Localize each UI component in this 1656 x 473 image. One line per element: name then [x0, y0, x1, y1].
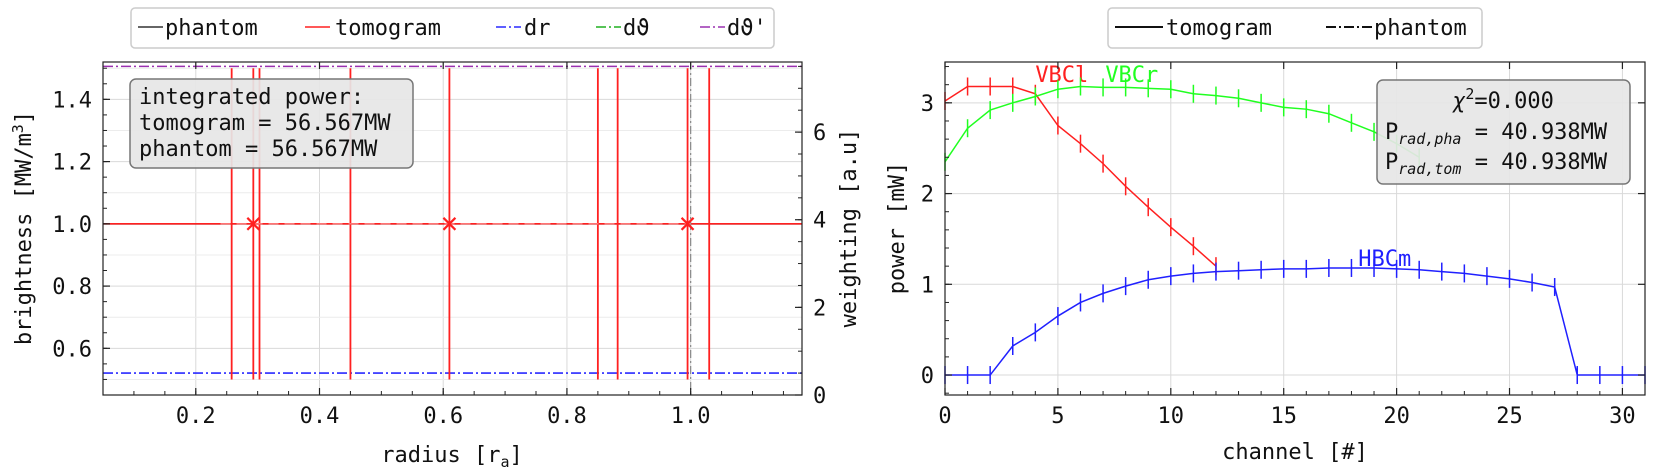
prad-tom-main: P [1385, 150, 1398, 175]
annotation-line-1: integrated power: [139, 85, 364, 110]
left-y-axis-label: brightness [MW/m3] [9, 111, 37, 345]
left-legend-label: tomogram [335, 16, 441, 41]
right-plot-frame [944, 61, 1646, 396]
right-y-tick-label: 2 [921, 183, 934, 208]
prad-pha-text: Prad,pha = 40.938MW [1385, 120, 1608, 148]
prad-tom-value: = 40.938MW [1461, 150, 1607, 175]
left-y-tick-label: 1.2 [52, 151, 92, 176]
right-series-label: VBCl [1035, 63, 1088, 88]
prad-tom-sub: rad,tom [1398, 160, 1461, 178]
left-annotation-box: integrated power: tomogram = 56.567MW ph… [129, 78, 414, 169]
right-series-line [945, 267, 1645, 376]
left-x-tick-label: 0.6 [423, 404, 463, 429]
left-x-tick-label: 1.0 [671, 404, 711, 429]
left-x-tick-label: 0.8 [547, 404, 587, 429]
left-marker-stroke [246, 217, 261, 231]
left-y-tick-label: 0.6 [52, 337, 92, 362]
prad-pha-main: P [1385, 120, 1398, 145]
left-y2-tick-label: 0 [813, 384, 826, 409]
annotation-line-3: phantom = 56.567MW [139, 137, 378, 162]
left-y-tick-label: 1.4 [52, 88, 92, 113]
left-x-axis-label-end: ] [510, 443, 523, 468]
prad-pha-sub: rad,pha [1398, 130, 1461, 148]
left-x-tick-label: 0.4 [300, 404, 340, 429]
left-y-axis-label-sup: 3 [9, 124, 27, 133]
prad-tom-text: Prad,tom = 40.938MW [1385, 150, 1608, 178]
left-x-marker [246, 217, 261, 231]
annotation-line-2: tomogram = 56.567MW [139, 111, 391, 136]
left-y2-tick-label: 4 [813, 209, 826, 234]
right-x-tick-label: 30 [1609, 404, 1636, 429]
right-series-label: VBCr [1105, 63, 1158, 88]
left-x-tick-label: 0.2 [176, 404, 216, 429]
left-ticks: 0.2 0.4 0.6 0.8 1.0 0.6 0.8 1.0 1.2 1.4 0 2 4 6 [52, 62, 826, 429]
right-ticks: 0 5 10 15 20 25 30 0 1 2 3 [921, 62, 1645, 429]
right-series-label: HBCm [1358, 247, 1411, 272]
right-legend-label: tomogram [1166, 16, 1272, 41]
left-x-axis-label-main: radius [r [381, 443, 500, 468]
right-y-tick-label: 3 [921, 92, 934, 117]
chi-box-background [1376, 79, 1631, 185]
right-legend-frame [1107, 7, 1483, 49]
chi-symbol: χ [1452, 89, 1466, 114]
left-y2-tick-label: 6 [813, 121, 826, 146]
chi-superscript: 2 [1465, 85, 1474, 103]
left-grid [103, 62, 802, 395]
right-x-tick-label: 10 [1158, 404, 1185, 429]
right-x-tick-label: 5 [1051, 404, 1064, 429]
left-y-tick-label: 1.0 [52, 213, 92, 238]
right-series-line [944, 85, 1420, 163]
right-x-tick-label: 20 [1383, 404, 1410, 429]
left-y-tick-label: 0.8 [52, 275, 92, 300]
right-legend-label: phantom [1374, 16, 1467, 41]
right-y-axis-label: power [mW] [885, 162, 910, 294]
right-y-tick-label: 1 [921, 273, 934, 298]
left-x-marker [680, 217, 695, 231]
left-y2-tick-label: 2 [813, 296, 826, 321]
right-x-tick-label: 0 [938, 404, 951, 429]
chi-value: =0.000 [1474, 89, 1553, 114]
right-x-axis-label: channel [#] [1222, 440, 1368, 465]
left-x-axis-label-sub: a [500, 453, 509, 471]
left-marker-stroke [680, 217, 695, 231]
left-legend-label: dϑ' [727, 16, 767, 41]
left-legend-frame [130, 7, 775, 49]
brightness-chart: 0.2 0.4 0.6 0.8 1.0 0.6 0.8 1.0 1.2 1.4 0 2 4 6 integ… [9, 7, 862, 471]
left-legend-label: phantom [165, 16, 258, 41]
left-y2-axis-label: weighting [a.u] [837, 129, 862, 328]
left-legend-label: dr [524, 16, 551, 41]
left-y-axis-label-main: brightness [MW/m [12, 133, 37, 345]
right-x-tick-label: 15 [1270, 404, 1297, 429]
prad-pha-value: = 40.938MW [1461, 120, 1607, 145]
right-x-tick-label: 25 [1496, 404, 1523, 429]
left-y-axis-label-end: ] [12, 111, 37, 124]
right-annotation-box: χ2=0.000 Prad,pha = 40.938MW Prad,tom = … [1376, 79, 1631, 185]
left-x-marker [442, 217, 457, 231]
right-y-tick-label: 0 [921, 364, 934, 389]
left-marker-stroke [442, 217, 457, 231]
left-legend-label: dϑ [623, 16, 650, 41]
left-plot-frame [102, 61, 803, 396]
left-x-axis-label: radius [ra] [381, 443, 523, 471]
right-data-layer: VBCl VBCr HBCm [944, 63, 1646, 385]
right-legend: tomogram phantom [1107, 7, 1483, 49]
left-legend: phantom tomogram dr dϑ dϑ' [130, 7, 775, 49]
annotation-box-background [129, 78, 414, 169]
chi-squared-text: χ2=0.000 [1452, 85, 1554, 114]
